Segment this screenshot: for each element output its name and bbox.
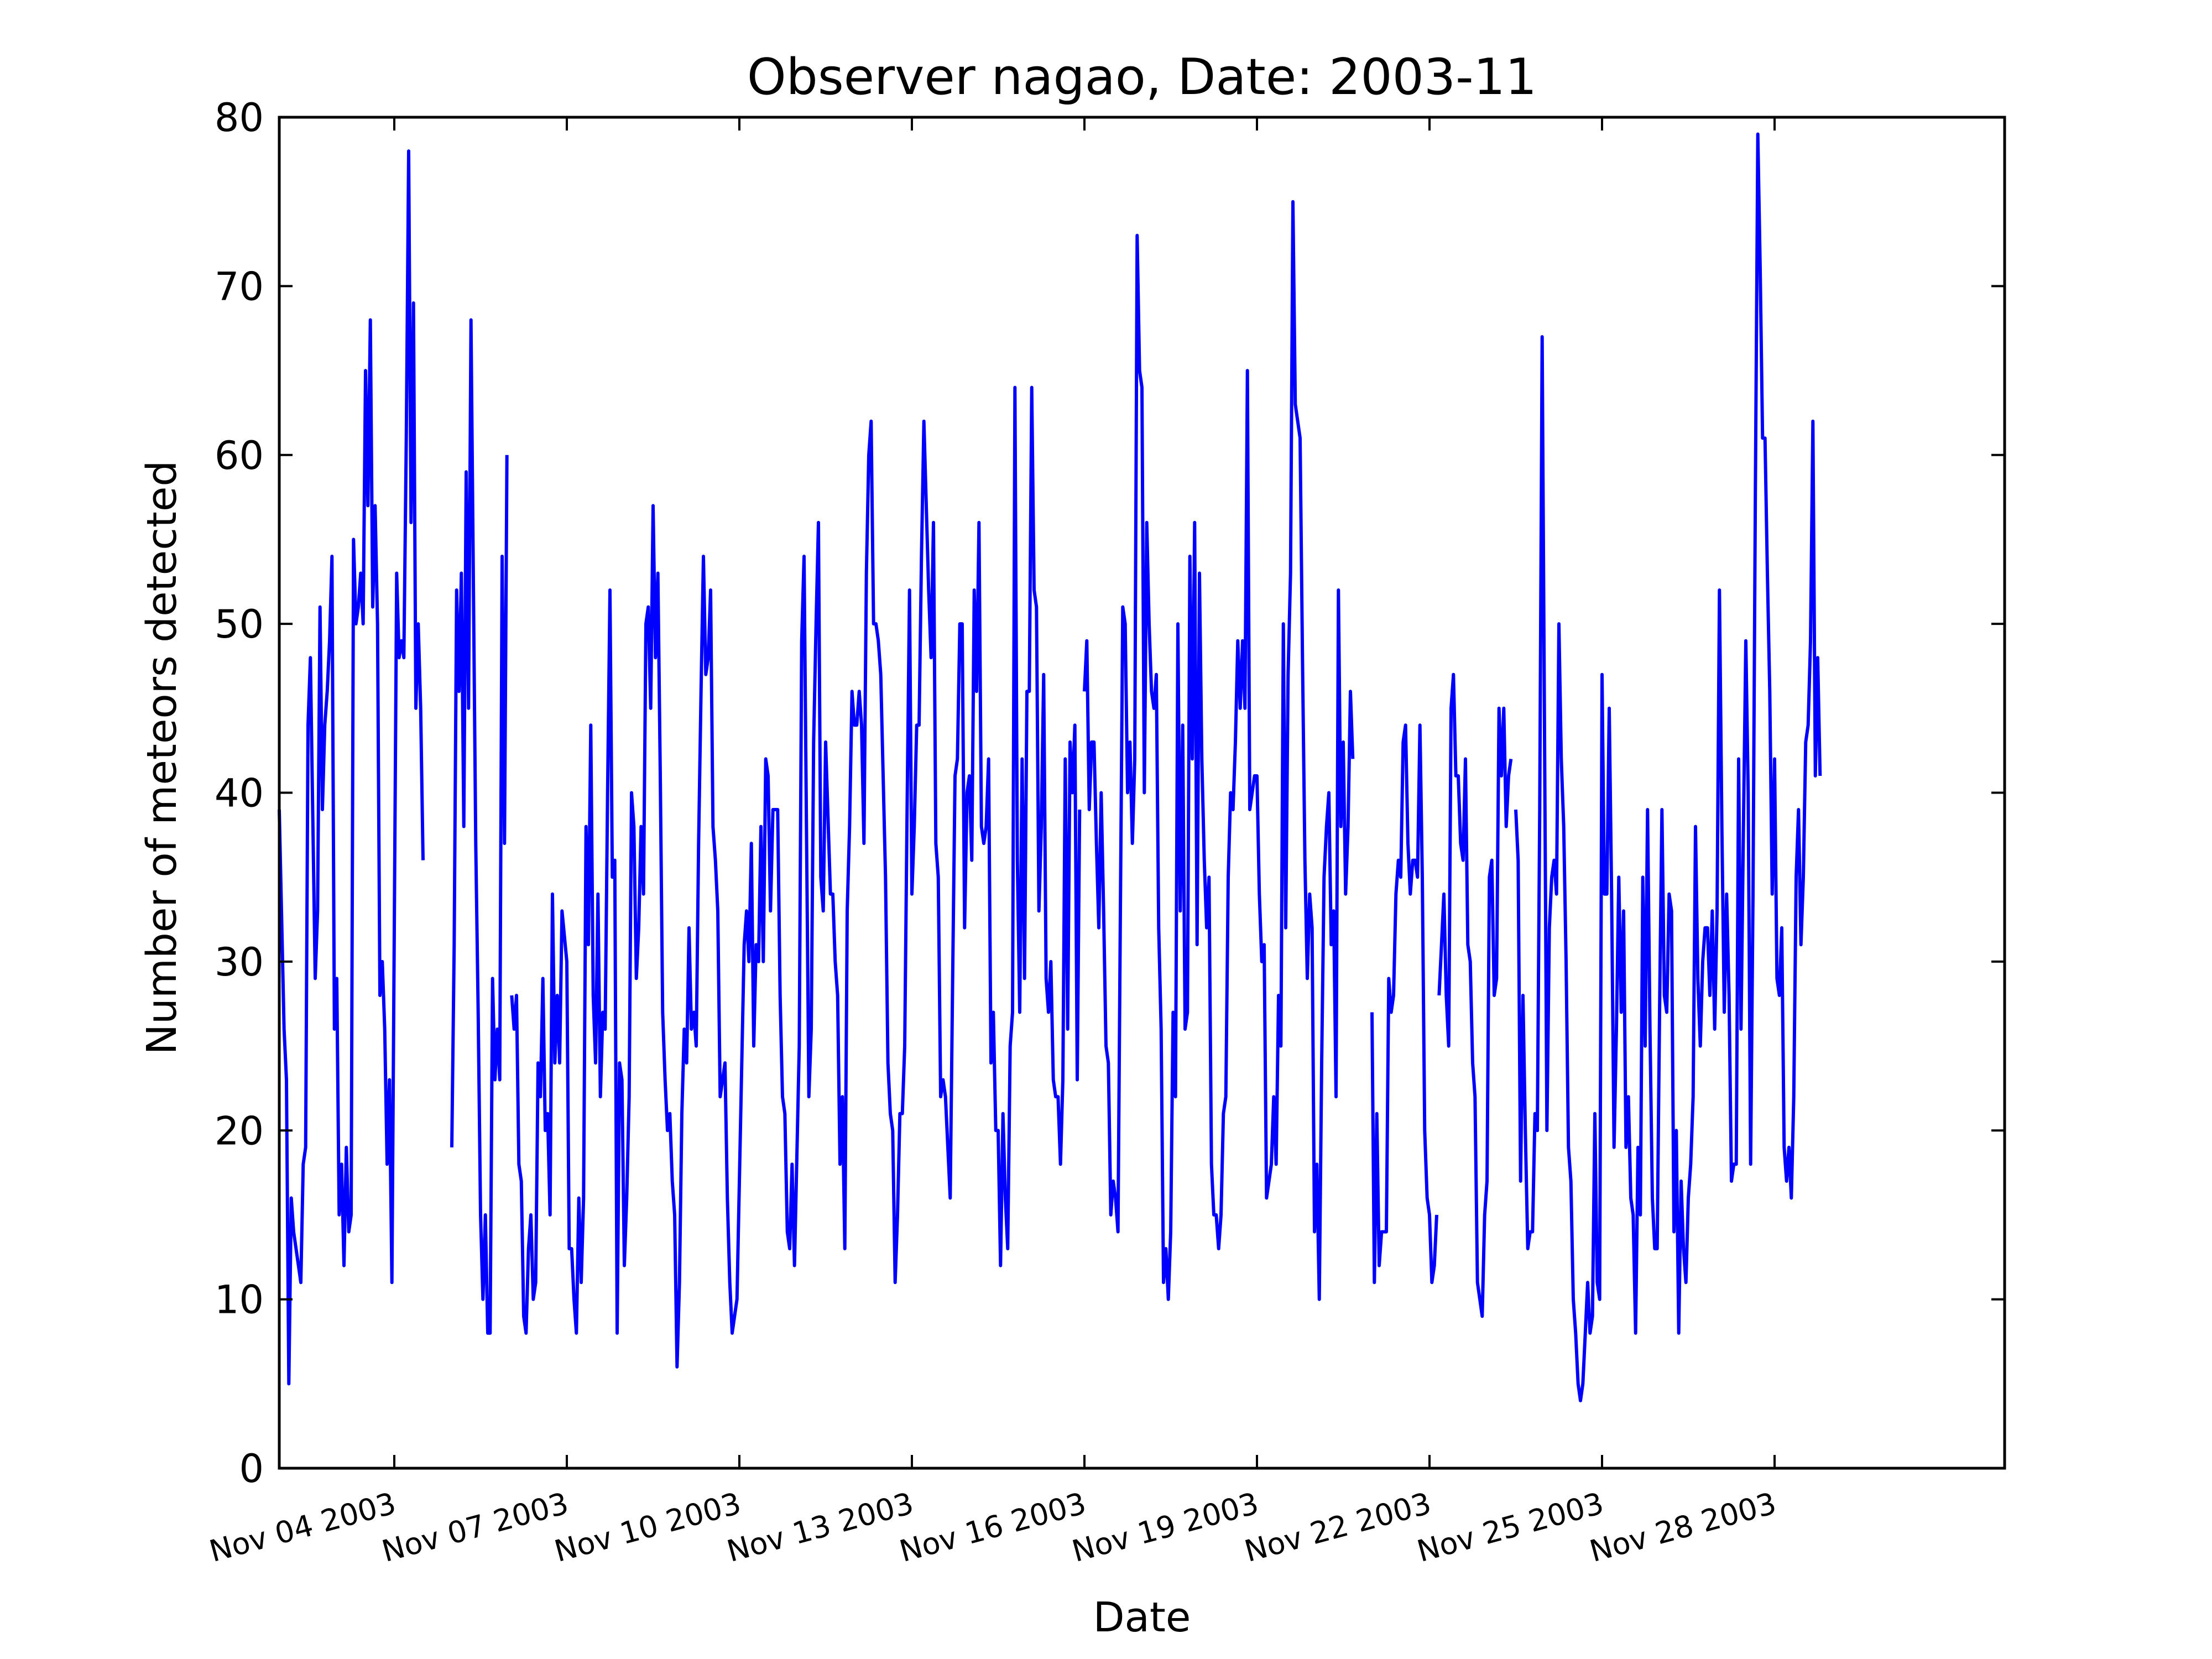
x-tick-label: Nov 07 2003 (378, 1486, 572, 1569)
x-tick-label: Nov 16 2003 (896, 1486, 1089, 1569)
y-tick-label: 70 (215, 264, 264, 309)
series-line-segment (278, 149, 425, 1386)
y-tick-label: 20 (215, 1108, 264, 1154)
x-tick-label: Nov 28 2003 (1586, 1486, 1780, 1569)
x-axis-label: Date (1093, 1594, 1191, 1641)
y-axis: 0 10 20 30 40 50 60 70 80 (215, 95, 2005, 1491)
series-line-segment (1370, 723, 1438, 1285)
x-tick-label: Nov 22 2003 (1241, 1486, 1434, 1569)
plot-area (278, 116, 2006, 1470)
series-line-segment (450, 318, 509, 1335)
y-axis-label: Number of meteors detected (138, 461, 186, 1055)
x-tick-label: Nov 04 2003 (206, 1486, 399, 1569)
y-tick-label: 10 (215, 1277, 264, 1323)
y-tick-label: 50 (215, 602, 264, 647)
y-tick-label: 0 (239, 1446, 264, 1491)
plot-frame (278, 116, 2006, 1470)
y-tick-label: 60 (215, 433, 264, 478)
x-tick-label: Nov 25 2003 (1413, 1486, 1607, 1569)
x-tick-label: Nov 13 2003 (723, 1486, 917, 1569)
y-tick-label: 30 (215, 940, 264, 985)
series-line-segment (1083, 200, 1355, 1301)
y-tick-label: 80 (215, 95, 264, 140)
x-tick-label: Nov 19 2003 (1068, 1486, 1262, 1569)
y-tick-label: 40 (215, 771, 264, 816)
series-line-segment (1437, 672, 1513, 1318)
chart-title: Observer nagao, Date: 2003-11 (747, 48, 1537, 106)
series-line-segment (510, 385, 1082, 1369)
x-tick-label: Nov 10 2003 (551, 1486, 744, 1569)
series-line-segment (1514, 132, 1822, 1402)
